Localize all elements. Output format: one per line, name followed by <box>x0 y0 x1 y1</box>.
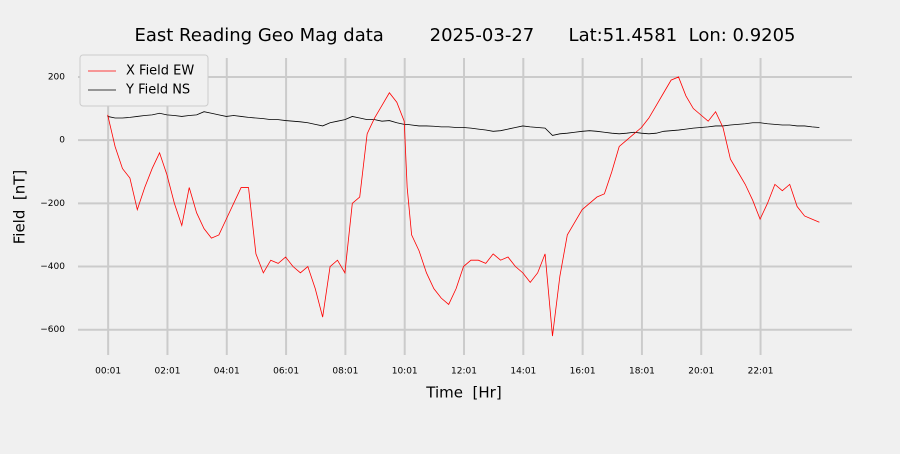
x-tick-label: 06:01 <box>273 367 299 377</box>
x-tick-label: 10:01 <box>392 367 418 377</box>
x-tick-label: 18:01 <box>629 367 655 377</box>
x-tick-label: 14:01 <box>510 367 536 377</box>
y-axis-label: Field [nT] <box>11 170 29 245</box>
legend-label: Y Field NS <box>125 83 190 98</box>
y-tick-label: −600 <box>40 325 65 335</box>
legend-box <box>79 54 209 107</box>
series-line <box>107 111 820 136</box>
chart-title: East Reading Geo Mag data 2025-03-27 Lat… <box>134 25 795 46</box>
x-axis-label: Time [Hr] <box>425 384 501 402</box>
y-tick-label: −400 <box>40 262 65 272</box>
grid: −600 −400 −200 0 200 00:01 02:01 04:01 06:01 08:0… <box>40 58 852 377</box>
y-tick-label: 0 <box>59 136 65 146</box>
x-tick-label: 22:01 <box>748 367 774 377</box>
x-tick-label: 16:01 <box>570 367 596 377</box>
legend-label: X Field EW <box>126 64 194 79</box>
x-tick-label: 00:01 <box>95 367 121 377</box>
series-line <box>107 76 820 337</box>
x-tick-label: 20:01 <box>688 367 714 377</box>
x-tick-label: 04:01 <box>214 367 240 377</box>
x-tick-label: 08:01 <box>332 367 358 377</box>
x-tick-label: 02:01 <box>154 367 180 377</box>
x-tick-label: 12:01 <box>451 367 477 377</box>
y-tick-label: 200 <box>48 72 65 82</box>
y-tick-label: −200 <box>40 199 65 209</box>
legend: X Field EW Y Field NS <box>79 54 209 107</box>
plot-lines <box>107 76 820 337</box>
